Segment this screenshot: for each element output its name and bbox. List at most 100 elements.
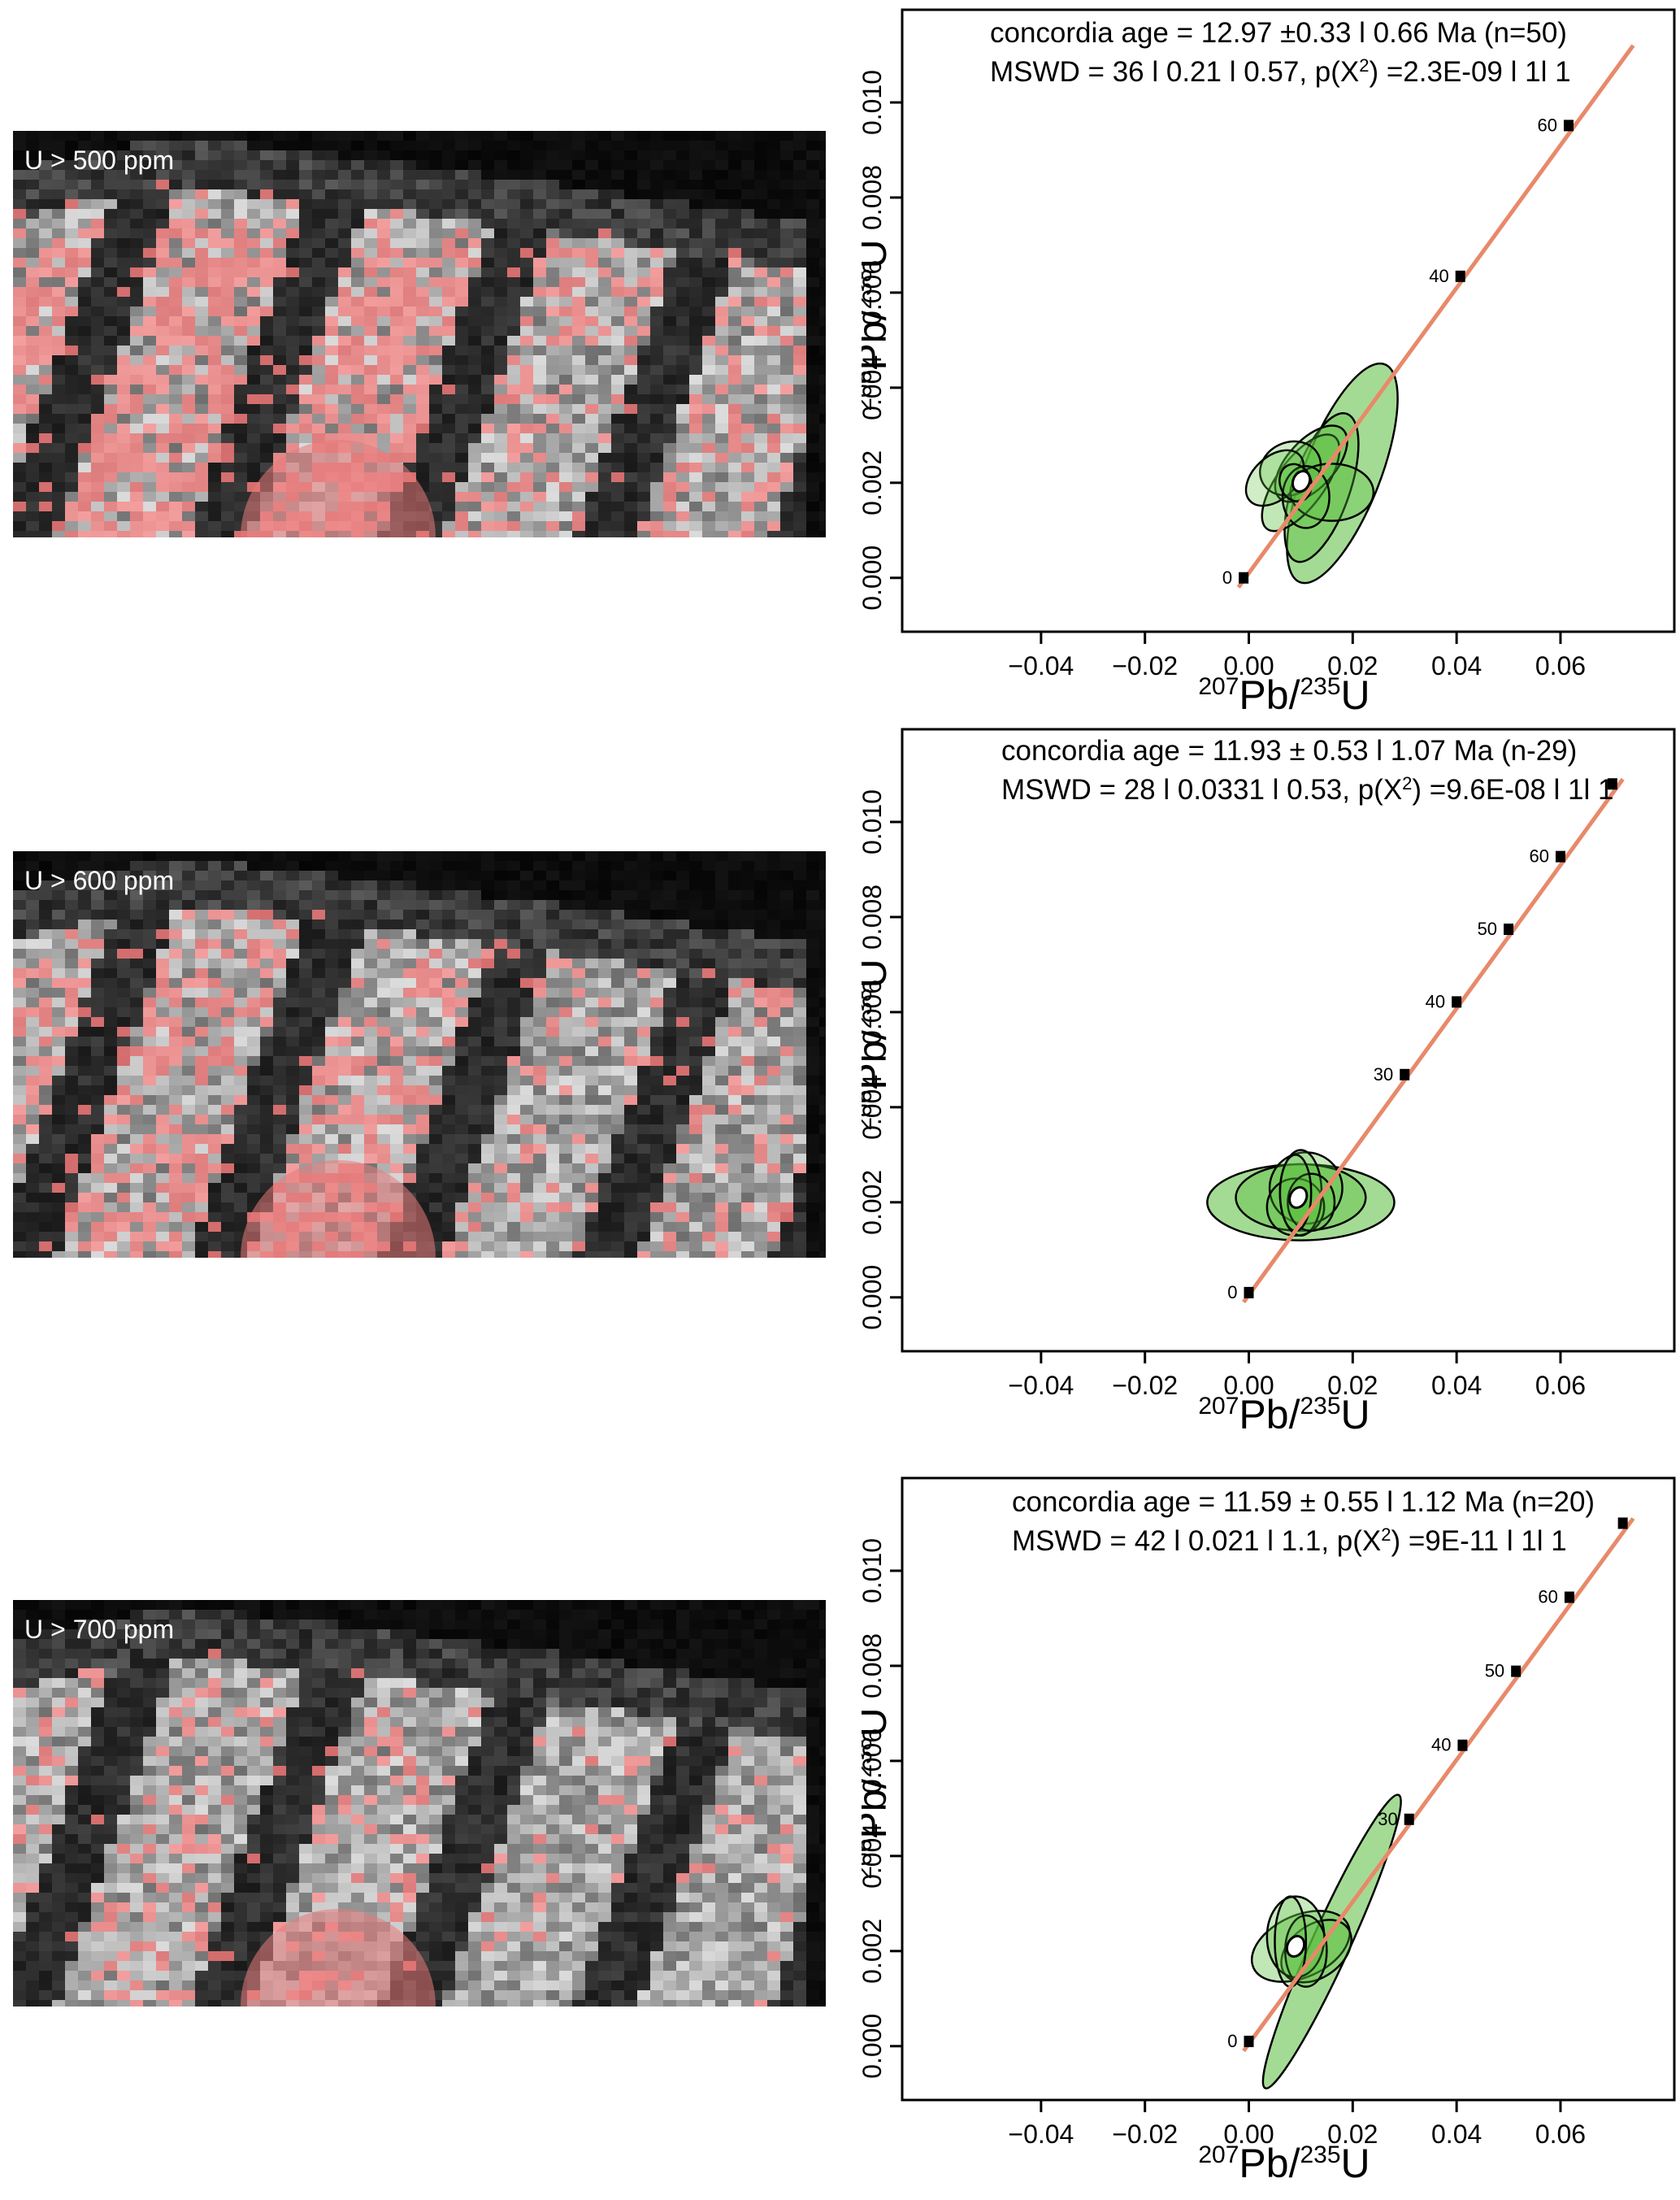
map-pixel (455, 433, 468, 443)
map-pixel (390, 404, 403, 414)
map-pixel (325, 141, 338, 150)
map-pixel (156, 375, 169, 385)
map-pixel (390, 1076, 403, 1085)
map-pixel (559, 170, 572, 180)
map-pixel (572, 482, 585, 492)
map-pixel (546, 248, 559, 258)
map-pixel (754, 219, 767, 228)
map-pixel (533, 929, 546, 939)
map-pixel (806, 170, 819, 180)
map-pixel (507, 910, 520, 920)
map-pixel (169, 978, 182, 988)
map-pixel (637, 959, 650, 968)
map-pixel (325, 346, 338, 355)
map-pixel (325, 385, 338, 394)
map-pixel (637, 180, 650, 189)
map-pixel (273, 258, 286, 267)
map-pixel (598, 1056, 611, 1066)
map-pixel (169, 199, 182, 209)
map-pixel (286, 355, 299, 365)
map-pixel (104, 1037, 117, 1046)
map-pixel (780, 287, 793, 297)
map-pixel (156, 1007, 169, 1017)
map-pixel (26, 492, 39, 502)
map-pixel (663, 531, 676, 537)
map-pixel (312, 1007, 325, 1017)
map-pixel (572, 238, 585, 248)
map-pixel (312, 1095, 325, 1105)
map-pixel (520, 316, 533, 326)
map-pixel (611, 880, 624, 890)
map-pixel (143, 1105, 156, 1115)
map-pixel (182, 326, 195, 336)
map-pixel (39, 346, 52, 355)
map-pixel (65, 1046, 78, 1056)
map-pixel (585, 968, 598, 978)
map-pixel (702, 1212, 715, 1222)
map-pixel (507, 1056, 520, 1066)
map-pixel (182, 978, 195, 988)
map-pixel (481, 1212, 494, 1222)
map-pixel (806, 199, 819, 209)
map-pixel (429, 1163, 442, 1173)
map-pixel (130, 929, 143, 939)
map-pixel (91, 1027, 104, 1037)
map-pixel (663, 1163, 676, 1173)
map-pixel (104, 238, 117, 248)
map-pixel (689, 1085, 702, 1095)
map-pixel (208, 336, 221, 346)
map-pixel (598, 1085, 611, 1095)
map-pixel (494, 871, 507, 880)
map-pixel (416, 316, 429, 326)
map-pixel (351, 900, 364, 910)
map-pixel (247, 433, 260, 443)
map-pixel (91, 141, 104, 150)
map-pixel (182, 277, 195, 287)
map-pixel (689, 1183, 702, 1193)
map-pixel (507, 988, 520, 998)
map-pixel (351, 1115, 364, 1124)
map-pixel (13, 900, 26, 910)
map-pixel (234, 219, 247, 228)
map-pixel (156, 316, 169, 326)
map-pixel (338, 385, 351, 394)
map-pixel (195, 1202, 208, 1212)
map-pixel (273, 248, 286, 258)
map-pixel (611, 365, 624, 375)
map-pixel (494, 890, 507, 900)
map-pixel (234, 910, 247, 920)
map-pixel (468, 988, 481, 998)
map-pixel (78, 1144, 91, 1154)
map-pixel (208, 978, 221, 988)
map-pixel (208, 861, 221, 871)
map-pixel (546, 1124, 559, 1134)
map-pixel (468, 998, 481, 1007)
map-pixel (702, 189, 715, 199)
map-pixel (416, 160, 429, 170)
map-pixel (611, 385, 624, 394)
map-pixel (26, 988, 39, 998)
map-pixel (247, 968, 260, 978)
map-pixel (286, 189, 299, 199)
map-pixel (208, 1037, 221, 1046)
map-pixel (676, 1241, 689, 1251)
map-pixel (702, 1066, 715, 1076)
map-pixel (208, 1173, 221, 1183)
map-pixel (78, 316, 91, 326)
map-pixel (650, 180, 663, 189)
map-pixel (208, 424, 221, 433)
map-pixel (689, 900, 702, 910)
map-pixel (26, 482, 39, 492)
map-pixel (247, 1027, 260, 1037)
map-pixel (273, 861, 286, 871)
map-pixel (13, 336, 26, 346)
map-pixel (52, 1007, 65, 1017)
map-pixel (416, 968, 429, 978)
map-pixel (455, 219, 468, 228)
map-pixel (208, 1076, 221, 1085)
map-pixel (676, 1134, 689, 1144)
map-pixel (247, 1115, 260, 1124)
map-pixel (455, 209, 468, 219)
map-pixel (754, 180, 767, 189)
map-pixel (520, 1037, 533, 1046)
